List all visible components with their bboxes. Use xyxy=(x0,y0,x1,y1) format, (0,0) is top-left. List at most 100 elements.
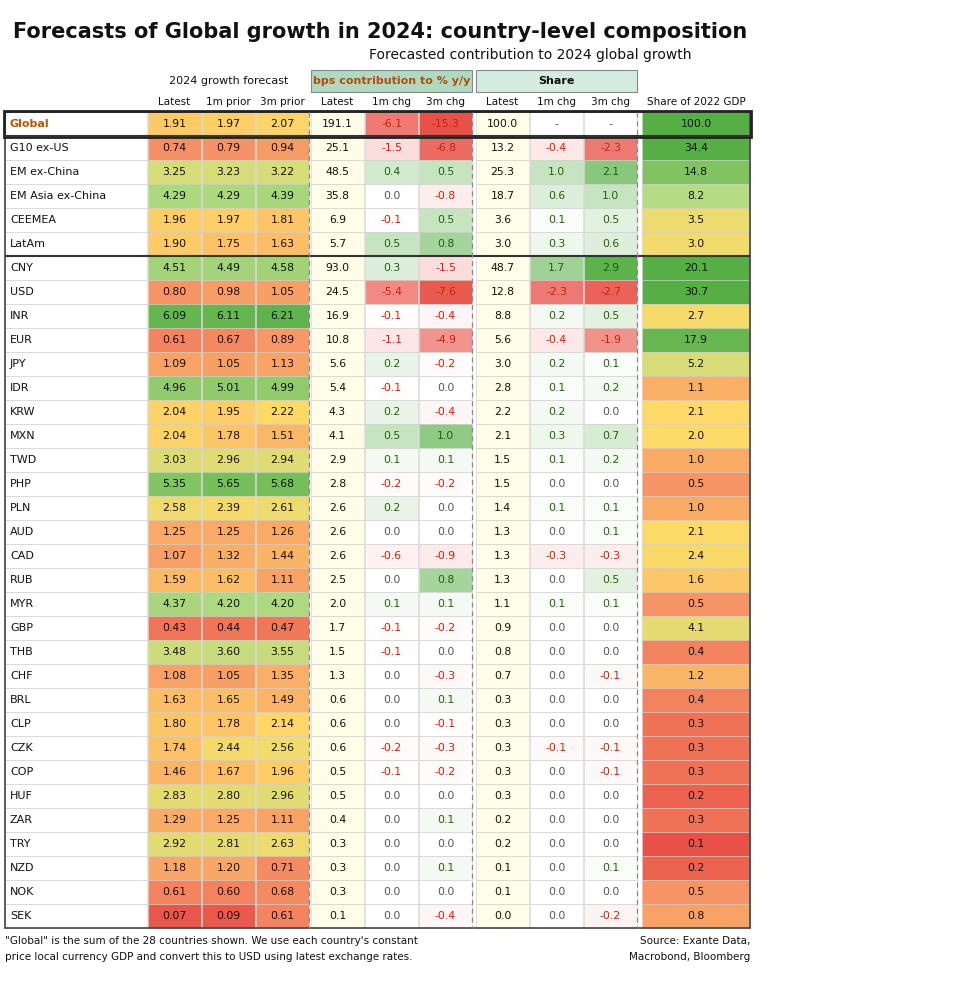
Text: 0.1: 0.1 xyxy=(437,599,454,609)
Bar xyxy=(584,784,637,808)
Text: 3.0: 3.0 xyxy=(494,239,511,249)
Text: 100.0: 100.0 xyxy=(487,119,518,129)
Bar xyxy=(642,880,750,904)
Bar xyxy=(311,136,364,160)
Text: 1.08: 1.08 xyxy=(163,671,186,681)
Text: 1.5: 1.5 xyxy=(329,647,346,657)
Text: 0.1: 0.1 xyxy=(382,599,401,609)
Text: 0.3: 0.3 xyxy=(548,239,565,249)
Text: 0.0: 0.0 xyxy=(382,575,401,585)
Text: 4.51: 4.51 xyxy=(163,263,186,273)
Text: 1.11: 1.11 xyxy=(271,815,294,825)
Text: 0.3: 0.3 xyxy=(494,791,511,801)
Bar xyxy=(419,832,472,856)
Bar xyxy=(148,160,201,184)
Text: 0.0: 0.0 xyxy=(602,719,619,729)
Text: Global: Global xyxy=(10,119,50,129)
Text: 1.96: 1.96 xyxy=(163,215,186,225)
Bar xyxy=(5,232,147,256)
Text: 1.2: 1.2 xyxy=(687,671,705,681)
Text: -0.1: -0.1 xyxy=(380,383,402,393)
Bar xyxy=(419,568,472,592)
Text: 0.6: 0.6 xyxy=(329,719,346,729)
Text: 0.2: 0.2 xyxy=(494,815,511,825)
Bar xyxy=(311,736,364,760)
Text: 3m prior: 3m prior xyxy=(260,97,305,107)
Bar xyxy=(365,880,418,904)
Bar xyxy=(530,400,583,424)
Text: TRY: TRY xyxy=(10,839,31,849)
Text: 0.6: 0.6 xyxy=(602,239,619,249)
Bar xyxy=(148,544,201,568)
Bar xyxy=(419,616,472,640)
Text: 0.5: 0.5 xyxy=(329,767,346,777)
Text: 5.68: 5.68 xyxy=(271,479,294,489)
Text: 2.63: 2.63 xyxy=(271,839,294,849)
Bar xyxy=(311,904,364,928)
Text: 2.44: 2.44 xyxy=(216,743,241,753)
Text: 17.9: 17.9 xyxy=(684,335,708,345)
Bar xyxy=(5,832,147,856)
Bar xyxy=(530,256,583,280)
Text: 1.46: 1.46 xyxy=(163,767,186,777)
Bar xyxy=(202,736,255,760)
Text: 1.4: 1.4 xyxy=(494,503,511,513)
Bar xyxy=(476,304,529,328)
Text: 3m chg: 3m chg xyxy=(426,97,465,107)
Bar xyxy=(256,280,309,304)
Bar xyxy=(5,616,147,640)
Text: 0.1: 0.1 xyxy=(494,887,511,897)
Text: 1.26: 1.26 xyxy=(271,527,294,537)
Text: 1.59: 1.59 xyxy=(163,575,186,585)
Bar xyxy=(202,832,255,856)
Text: 0.0: 0.0 xyxy=(602,647,619,657)
Text: 2.83: 2.83 xyxy=(163,791,186,801)
Text: 1.11: 1.11 xyxy=(271,575,294,585)
Text: 4.20: 4.20 xyxy=(216,599,241,609)
Bar xyxy=(148,448,201,472)
Text: 0.0: 0.0 xyxy=(602,839,619,849)
Text: 0.0: 0.0 xyxy=(548,767,565,777)
Text: BRL: BRL xyxy=(10,695,32,705)
Bar xyxy=(419,664,472,688)
Text: 0.1: 0.1 xyxy=(687,839,705,849)
Bar xyxy=(148,232,201,256)
Text: 0.2: 0.2 xyxy=(548,311,565,321)
Text: 3.03: 3.03 xyxy=(163,455,186,465)
Bar xyxy=(476,208,529,232)
Text: -0.3: -0.3 xyxy=(435,743,456,753)
Text: -0.1: -0.1 xyxy=(546,743,567,753)
Text: 1.05: 1.05 xyxy=(216,671,241,681)
Text: 0.5: 0.5 xyxy=(602,575,619,585)
Text: 5.01: 5.01 xyxy=(216,383,241,393)
Text: Share: Share xyxy=(538,76,575,86)
Text: IDR: IDR xyxy=(10,383,30,393)
Text: 2.61: 2.61 xyxy=(271,503,294,513)
Bar xyxy=(202,232,255,256)
Text: 1.63: 1.63 xyxy=(163,695,186,705)
Text: 0.0: 0.0 xyxy=(382,911,401,921)
Text: 1.25: 1.25 xyxy=(216,527,241,537)
Text: 1.0: 1.0 xyxy=(687,455,705,465)
Bar xyxy=(256,568,309,592)
Text: INR: INR xyxy=(10,311,30,321)
Text: 0.1: 0.1 xyxy=(602,863,619,873)
Bar xyxy=(256,592,309,616)
Text: -4.9: -4.9 xyxy=(435,335,456,345)
Text: 0.43: 0.43 xyxy=(163,623,186,633)
Text: -: - xyxy=(554,119,558,129)
Text: 2.04: 2.04 xyxy=(163,407,186,417)
Bar xyxy=(584,496,637,520)
Bar xyxy=(476,232,529,256)
Text: 1.0: 1.0 xyxy=(437,431,454,441)
Bar xyxy=(311,520,364,544)
Text: 0.3: 0.3 xyxy=(329,887,346,897)
Text: USD: USD xyxy=(10,287,33,297)
Bar xyxy=(584,568,637,592)
Bar xyxy=(202,160,255,184)
Text: -0.1: -0.1 xyxy=(380,767,402,777)
Bar xyxy=(202,592,255,616)
Text: 0.61: 0.61 xyxy=(163,335,186,345)
Text: -1.9: -1.9 xyxy=(600,335,621,345)
Text: CHF: CHF xyxy=(10,671,33,681)
